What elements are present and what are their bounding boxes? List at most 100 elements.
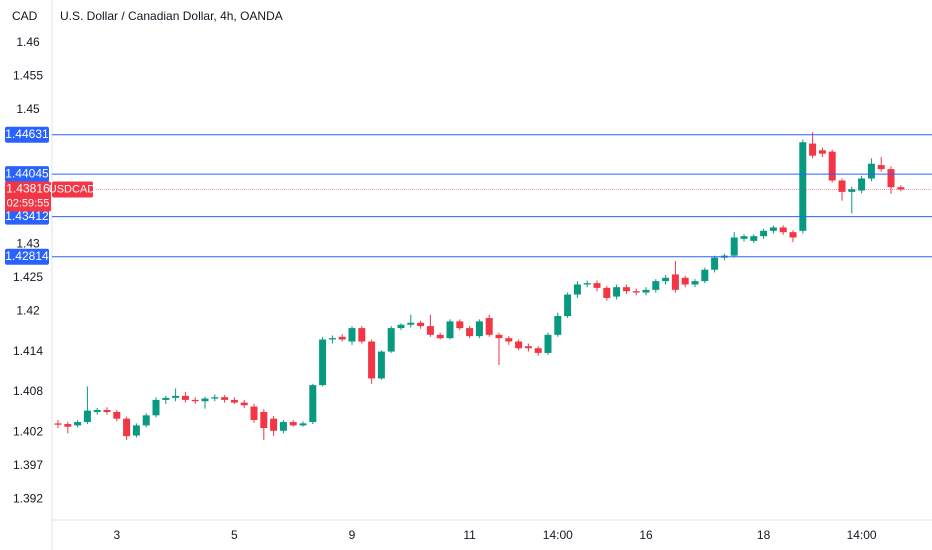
x-tick-label: 9 xyxy=(349,528,356,542)
candle-body xyxy=(809,143,817,156)
candle-body xyxy=(299,423,307,426)
candle-body xyxy=(191,399,199,402)
candle-body xyxy=(613,287,621,297)
candle-body xyxy=(828,151,836,181)
candle-body xyxy=(505,338,513,342)
candle-body xyxy=(377,351,385,379)
candle-body xyxy=(544,334,552,353)
candle-body xyxy=(348,328,356,342)
candle-body xyxy=(172,395,180,398)
candle-body xyxy=(818,150,826,154)
candle-body xyxy=(142,415,150,426)
candle-body xyxy=(760,230,768,237)
candle-body xyxy=(64,424,72,427)
candle-body xyxy=(446,321,454,339)
candle-body xyxy=(495,334,503,339)
candle-body xyxy=(779,227,787,233)
candle-body xyxy=(230,399,238,403)
x-tick-label: 3 xyxy=(113,528,120,542)
candle-body xyxy=(858,178,866,191)
candle-body xyxy=(848,189,856,192)
overlay: 1.44631 1.44045 1.43412 1.42814 1.4381602:59… xyxy=(5,126,932,265)
y-tick-label: 1.425 xyxy=(13,270,43,284)
candle-body xyxy=(554,316,562,335)
candle-body xyxy=(593,283,601,288)
candle-body xyxy=(769,227,777,231)
candle-body xyxy=(534,348,542,353)
x-tick-label: 5 xyxy=(231,528,238,542)
candle-body xyxy=(475,321,483,337)
x-tick-label: 11 xyxy=(463,528,476,542)
y-tick-label: 1.43 xyxy=(16,236,40,250)
candle-body xyxy=(867,163,875,179)
candle-body xyxy=(701,269,709,282)
candle-body xyxy=(260,411,268,429)
candle-body xyxy=(83,410,91,423)
y-tick-label: 1.42 xyxy=(16,304,40,318)
price-line-label: 1.43412 xyxy=(5,209,49,223)
candle-body xyxy=(162,397,170,400)
candle-body xyxy=(240,402,248,406)
candle-body xyxy=(397,324,405,329)
candle-body xyxy=(436,334,444,339)
currency-label[interactable]: CAD xyxy=(12,9,38,23)
x-tick-label: 14:00 xyxy=(847,528,877,542)
symbol-label: USDCAD xyxy=(49,183,96,195)
price-line-label: 1.42814 xyxy=(5,249,49,263)
candle-body xyxy=(564,294,572,317)
candle-body xyxy=(877,165,885,170)
candle-body xyxy=(622,287,630,292)
candle-body xyxy=(368,341,376,379)
candle-body xyxy=(289,422,297,426)
candle-body xyxy=(799,142,807,231)
candle-body xyxy=(515,341,523,349)
candle-body xyxy=(652,281,660,290)
candle-body xyxy=(740,236,748,239)
price-line-label: 1.44045 xyxy=(5,166,49,180)
y-tick-label: 1.455 xyxy=(13,69,43,83)
candle-body xyxy=(662,277,670,282)
candle-body xyxy=(632,291,640,293)
candle-body xyxy=(583,283,591,285)
candle-body xyxy=(221,397,229,400)
symbol-label-bg xyxy=(52,181,93,198)
candle-body xyxy=(103,409,111,412)
price-line-label: 1.44631 xyxy=(5,127,49,141)
x-tick-label: 18 xyxy=(757,528,771,542)
candle-body xyxy=(152,399,160,416)
plot-area xyxy=(54,132,905,441)
candle-body xyxy=(573,284,581,295)
price-line-label-bg xyxy=(5,208,49,225)
candle-body xyxy=(211,397,219,399)
candle-body xyxy=(279,422,287,431)
last-price-label: 1.43816 xyxy=(6,182,50,196)
candle-body xyxy=(123,418,131,437)
candle-body xyxy=(897,187,905,190)
candle-body xyxy=(309,385,317,423)
price-line-label-bg xyxy=(5,166,49,183)
candle-body xyxy=(358,328,366,342)
y-tick-label: 1.414 xyxy=(13,344,43,358)
candle-body xyxy=(113,411,121,419)
candle-body xyxy=(54,423,62,425)
countdown: 02:59:55 xyxy=(7,197,50,209)
candle-body xyxy=(671,274,679,290)
candle-body xyxy=(132,425,140,436)
candle-body xyxy=(466,328,474,337)
y-tick-label: 1.392 xyxy=(13,491,43,505)
candle-body xyxy=(789,232,797,238)
candle-body xyxy=(407,322,415,325)
candle-body xyxy=(417,322,425,327)
candle-body xyxy=(730,237,738,256)
chart-title: U.S. Dollar / Canadian Dollar, 4h, OANDA xyxy=(60,9,283,23)
y-tick-label: 1.408 xyxy=(13,384,43,398)
candle-body xyxy=(485,318,493,335)
candle-body xyxy=(181,395,189,400)
candle-body xyxy=(681,277,689,285)
candle-body xyxy=(338,336,346,340)
candle-body xyxy=(93,409,101,412)
candle-body xyxy=(319,339,327,386)
price-line-label-bg xyxy=(5,126,49,143)
